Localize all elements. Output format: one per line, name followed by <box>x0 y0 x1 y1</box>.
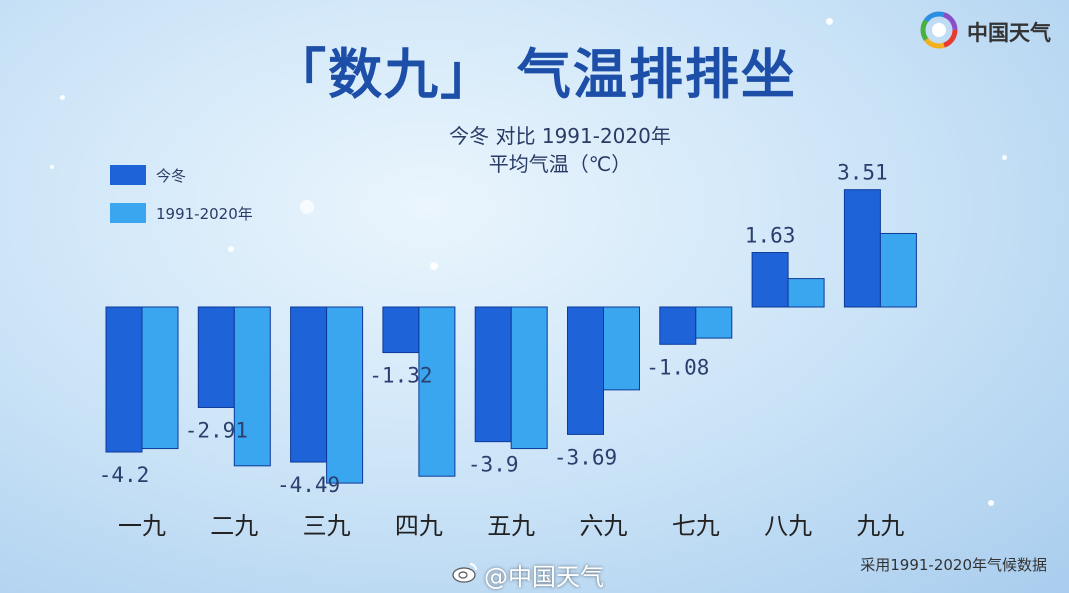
bar-current-5 <box>474 306 512 443</box>
category-label-1: 一九 <box>118 512 166 540</box>
bar-current-6 <box>567 306 604 435</box>
bar-normal-1 <box>141 306 179 450</box>
bar-current-1 <box>105 306 143 453</box>
bar-current-7 <box>659 306 697 345</box>
snow-sparkle <box>988 500 994 506</box>
weibo-icon <box>452 561 478 589</box>
value-label-current-3: -4.49 <box>277 473 340 497</box>
bar-normal-5 <box>510 306 548 450</box>
legend-item-normal: 1991-2020年 <box>110 198 253 228</box>
chart-legend: 今冬 1991-2020年 <box>110 160 253 236</box>
bar-current-9 <box>843 189 881 308</box>
legend-item-current: 今冬 <box>110 160 253 190</box>
category-label-9: 九九 <box>856 512 904 540</box>
snow-sparkle <box>300 200 314 214</box>
value-label-current-2: -2.91 <box>185 418 248 442</box>
category-label-4: 四九 <box>395 512 443 540</box>
bar-normal-3 <box>326 306 364 484</box>
bar-normal-2 <box>233 306 271 467</box>
value-label-current-9: 3.51 <box>837 161 888 185</box>
source-note: 采用1991-2020年气候数据 <box>860 556 1047 574</box>
category-label-2: 二九 <box>210 512 258 540</box>
china-weather-logo-icon <box>919 10 959 54</box>
value-label-current-8: 1.63 <box>745 224 796 248</box>
chart-subtitle-line1: 今冬 对比 1991-2020年 <box>449 124 671 148</box>
category-label-8: 八九 <box>764 512 812 540</box>
value-label-current-6: -3.69 <box>554 445 617 469</box>
bar-normal-9 <box>879 232 917 308</box>
category-label-3: 三九 <box>303 512 351 540</box>
snow-sparkle <box>50 165 54 169</box>
legend-label-normal: 1991-2020年 <box>156 204 253 223</box>
bar-normal-4 <box>418 306 456 477</box>
legend-swatch-current <box>110 165 146 185</box>
bar-normal-6 <box>603 306 640 391</box>
watermark-text: @中国天气 <box>484 563 604 591</box>
value-label-current-7: -1.08 <box>646 355 709 379</box>
bar-normal-8 <box>787 278 825 308</box>
value-label-current-4: -1.32 <box>369 364 432 388</box>
value-label-current-1: -4.2 <box>99 463 150 487</box>
snow-sparkle <box>228 246 234 252</box>
legend-swatch-normal <box>110 203 146 223</box>
bar-current-3 <box>290 306 328 463</box>
snow-sparkle <box>1002 155 1007 160</box>
bar-current-8 <box>751 252 789 308</box>
legend-label-current: 今冬 <box>156 166 187 185</box>
snow-sparkle <box>60 95 65 100</box>
category-label-7: 七九 <box>672 512 720 540</box>
snow-sparkle <box>430 262 438 270</box>
bar-normal-7 <box>695 306 733 339</box>
weibo-watermark: @中国天气 <box>452 557 604 592</box>
value-label-current-5: -3.9 <box>468 453 519 477</box>
bar-current-2 <box>197 306 235 408</box>
chart-subtitle-line2: 平均气温（℃） <box>488 152 632 176</box>
category-label-5: 五九 <box>487 512 535 540</box>
chart-title: 「数九」 气温排排坐 <box>272 43 797 106</box>
category-label-6: 六九 <box>580 512 628 540</box>
bar-current-4 <box>382 306 420 354</box>
brand-name: 中国天气 <box>967 21 1051 45</box>
brand-header: 中国天气 <box>919 10 1051 54</box>
snow-sparkle <box>826 18 833 25</box>
